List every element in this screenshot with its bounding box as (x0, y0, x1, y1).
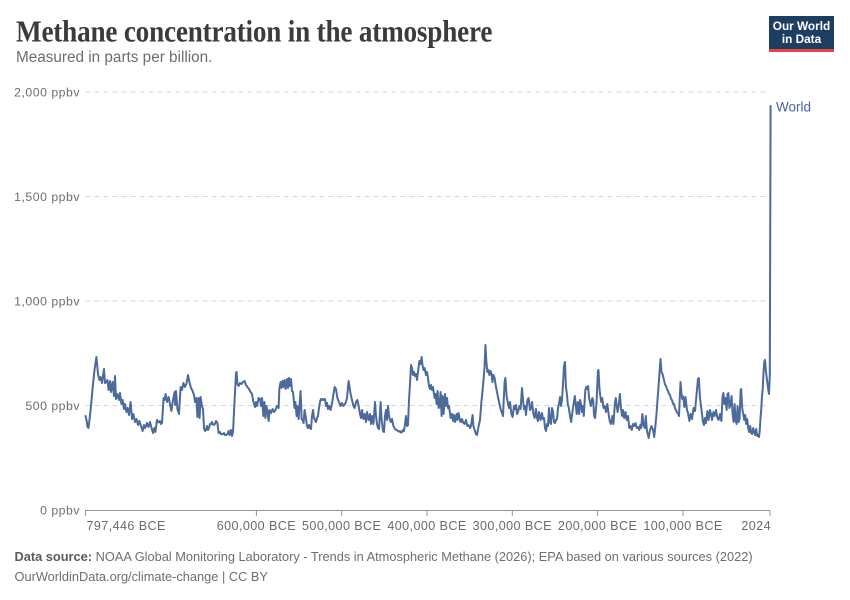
svg-text:100,000 BCE: 100,000 BCE (643, 519, 722, 533)
svg-text:600,000 BCE: 600,000 BCE (217, 519, 296, 533)
svg-text:2024: 2024 (741, 519, 771, 533)
svg-text:500,000 BCE: 500,000 BCE (302, 519, 381, 533)
svg-text:797,446 BCE: 797,446 BCE (87, 519, 166, 533)
svg-text:0 ppbv: 0 ppbv (40, 503, 80, 517)
svg-text:1,500 ppbv: 1,500 ppbv (14, 190, 80, 204)
svg-text:500 ppbv: 500 ppbv (25, 399, 80, 413)
svg-text:200,000 BCE: 200,000 BCE (558, 519, 637, 533)
svg-text:World: World (776, 100, 811, 115)
svg-text:2,000 ppbv: 2,000 ppbv (14, 85, 80, 99)
svg-text:300,000 BCE: 300,000 BCE (473, 519, 552, 533)
svg-text:1,000 ppbv: 1,000 ppbv (14, 294, 80, 308)
svg-text:400,000 BCE: 400,000 BCE (387, 519, 466, 533)
